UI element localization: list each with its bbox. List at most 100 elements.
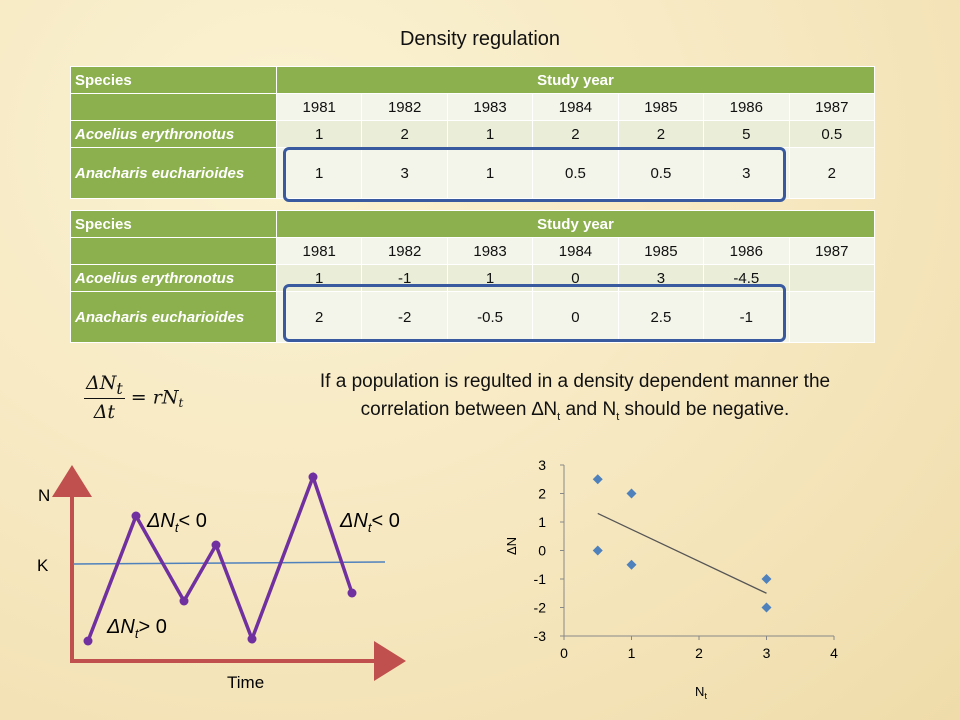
trajectory-point bbox=[179, 596, 189, 606]
species-name: Anacharis euchariοides bbox=[70, 147, 277, 199]
note-subscript: t bbox=[616, 410, 620, 423]
note-text: N bbox=[543, 399, 558, 420]
species-name: Acoelius erythronotus bbox=[70, 264, 277, 292]
equation-subscript: t bbox=[116, 378, 123, 398]
trajectory-point bbox=[131, 511, 141, 521]
y-tick-label: -3 bbox=[534, 628, 547, 644]
value-cell: 3 bbox=[617, 264, 705, 292]
x-axis-label: Nt bbox=[695, 684, 707, 701]
value-cell: 2 bbox=[617, 120, 705, 148]
value-cell: 3 bbox=[703, 147, 790, 199]
equation-rhs: = rN bbox=[130, 386, 179, 409]
year-cell: 1983 bbox=[446, 237, 534, 265]
species-name: Acoelius erythronotus bbox=[70, 120, 277, 148]
growth-equation: ΔNt Δt = rNt bbox=[84, 372, 183, 423]
trajectory-point bbox=[247, 634, 257, 644]
value-cell bbox=[788, 291, 876, 343]
equation-numerator: ΔN bbox=[86, 372, 117, 394]
year-cell: 1982 bbox=[361, 93, 448, 121]
y-tick-label: -2 bbox=[534, 600, 547, 616]
explanation-text: If a population is regulted in a density… bbox=[265, 368, 885, 431]
year-cell: 1985 bbox=[617, 93, 705, 121]
x-tick-label: 4 bbox=[830, 645, 838, 661]
value-cell: 1 bbox=[446, 120, 534, 148]
data-point bbox=[761, 574, 772, 584]
value-cell: 2 bbox=[361, 120, 448, 148]
y-tick-label: 2 bbox=[538, 486, 546, 502]
year-cell: 1987 bbox=[788, 237, 876, 265]
trajectory-point bbox=[83, 636, 93, 646]
study-year-header: Study year bbox=[276, 210, 875, 238]
y-tick-label: 0 bbox=[538, 543, 546, 559]
note-text: correlation between bbox=[360, 399, 532, 420]
value-cell: 1 bbox=[446, 147, 534, 199]
trend-line bbox=[597, 512, 767, 594]
year-cell: 1987 bbox=[788, 93, 876, 121]
value-cell bbox=[788, 264, 876, 292]
value-cell: 1 bbox=[275, 120, 363, 148]
study-year-header: Study year bbox=[276, 66, 875, 94]
note-text: and N bbox=[560, 399, 617, 420]
year-cell: 1981 bbox=[275, 93, 363, 121]
value-cell: -0.5 bbox=[446, 291, 534, 343]
value-cell: 1 bbox=[275, 147, 363, 199]
highlight-box bbox=[283, 284, 786, 342]
value-cell: -1 bbox=[361, 264, 448, 292]
data-table-densities: Species Study year 1981 1982 1983 1984 1… bbox=[70, 66, 876, 199]
page-title: Density regulation bbox=[399, 28, 561, 50]
value-cell: 2 bbox=[532, 120, 619, 148]
year-cell: 1986 bbox=[703, 93, 790, 121]
trajectory-point bbox=[347, 588, 357, 598]
data-table-changes: Species Study year 1981 1982 1983 1984 1… bbox=[70, 210, 876, 343]
highlight-box bbox=[283, 147, 786, 202]
population-sketch: N K Time ΔNt< 0 ΔNt< 0 ΔNt> 0 bbox=[37, 465, 406, 692]
data-point bbox=[761, 602, 772, 613]
equation-subscript: t bbox=[178, 396, 184, 411]
year-cell: 1983 bbox=[446, 93, 534, 121]
year-cell: 1985 bbox=[617, 237, 705, 265]
data-point bbox=[592, 474, 603, 485]
empty-header-cell bbox=[70, 237, 277, 265]
note-subscript: t bbox=[557, 410, 561, 423]
y-tick-label: 1 bbox=[538, 514, 546, 530]
x-tick-label: 1 bbox=[628, 645, 636, 661]
year-cell: 1981 bbox=[275, 237, 363, 265]
n-axis-label: N bbox=[38, 486, 50, 505]
x-tick-label: 2 bbox=[695, 645, 703, 661]
value-cell: 5 bbox=[703, 120, 790, 148]
note-line-1: If a population is regulted in a density… bbox=[319, 371, 831, 392]
delta-annotation: ΔNt< 0 bbox=[339, 510, 400, 535]
carrying-capacity-line bbox=[72, 561, 386, 565]
x-tick-label: 0 bbox=[560, 645, 568, 661]
species-name: Anacharis euchariοides bbox=[70, 291, 277, 343]
data-point bbox=[592, 545, 603, 556]
empty-header-cell bbox=[70, 93, 277, 121]
y-tick-label: -1 bbox=[534, 571, 547, 587]
data-point bbox=[626, 559, 637, 570]
species-header: Species bbox=[70, 210, 277, 238]
value-cell: 2 bbox=[788, 147, 876, 199]
value-cell: 0 bbox=[532, 291, 619, 343]
year-cell: 1986 bbox=[703, 237, 790, 265]
value-cell: -2 bbox=[361, 291, 448, 343]
data-point bbox=[626, 488, 637, 499]
trajectory-point bbox=[308, 472, 318, 482]
trajectory-point bbox=[211, 540, 221, 550]
value-cell: -4.5 bbox=[703, 264, 790, 292]
species-header: Species bbox=[70, 66, 277, 94]
y-tick-label: 3 bbox=[538, 457, 546, 473]
value-cell: 0.5 bbox=[617, 147, 705, 199]
delta-symbol: ∆ bbox=[531, 399, 544, 420]
year-cell: 1984 bbox=[532, 93, 619, 121]
scatter-chart: 0 1 2 3 4 3 2 1 0 -1 -2 -3 ΔN Nt bbox=[504, 457, 838, 701]
x-tick-label: 3 bbox=[763, 645, 771, 661]
value-cell: 0.5 bbox=[788, 120, 876, 148]
delta-annotation: ΔNt< 0 bbox=[146, 510, 207, 535]
y-axis-label: ΔN bbox=[504, 537, 519, 555]
note-line-2: correlation between ∆Nt and Nt should be… bbox=[265, 396, 885, 431]
value-cell: -1 bbox=[703, 291, 790, 343]
value-cell: 3 bbox=[361, 147, 448, 199]
k-label: K bbox=[37, 556, 49, 575]
year-cell: 1984 bbox=[532, 237, 619, 265]
delta-annotation: ΔNt> 0 bbox=[106, 616, 167, 641]
